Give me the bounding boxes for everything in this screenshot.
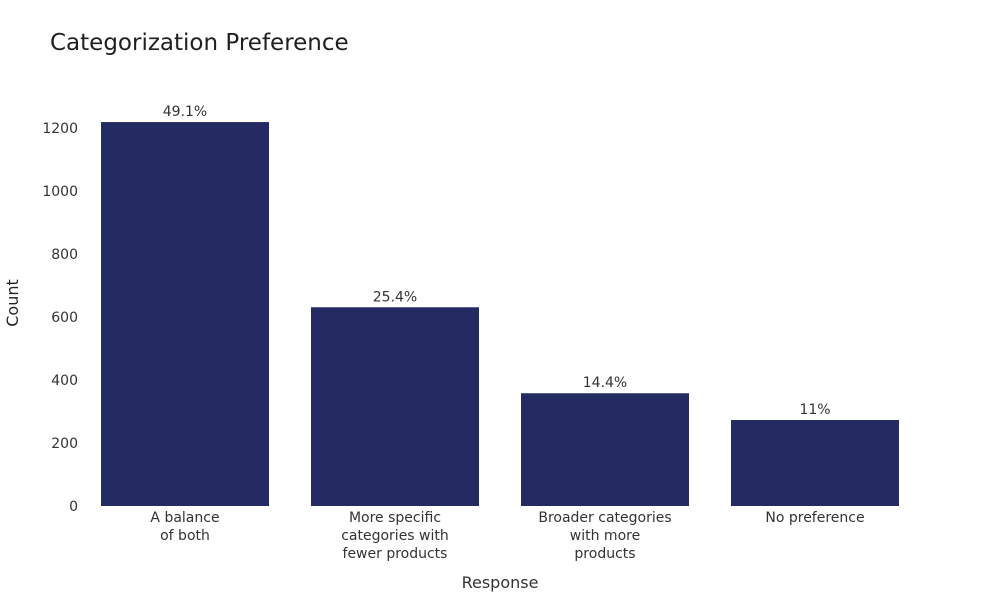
bar — [521, 393, 689, 506]
x-tick-label-line: of both — [160, 528, 210, 544]
chart-title: Categorization Preference — [50, 30, 349, 56]
y-tick-label: 0 — [69, 499, 78, 515]
x-tick-label-line: No preference — [765, 510, 864, 526]
y-axis-ticks: 0 200 400 600 800 1000 1200 — [42, 121, 78, 515]
bar — [101, 122, 269, 507]
y-tick-label: 200 — [51, 436, 78, 452]
bar-value-labels: 49.1% 25.4% 14.4% 11% — [163, 104, 831, 418]
x-tick-label: No preference — [765, 510, 864, 526]
bar — [311, 307, 479, 506]
y-tick-label: 400 — [51, 373, 78, 389]
x-tick-label-line: categories with — [341, 528, 449, 544]
x-tick-label-line: fewer products — [343, 546, 448, 562]
x-tick-label-line: with more — [570, 528, 640, 544]
x-tick-label-line: More specific — [349, 510, 441, 526]
x-tick-label-line: products — [574, 546, 635, 562]
x-axis-ticks: A balance of both More specific categories … — [150, 510, 864, 562]
x-tick-label: More specific categories with fewer produc… — [341, 510, 449, 562]
x-tick-label-line: A balance — [150, 510, 219, 526]
y-axis-title: Count — [3, 279, 22, 327]
x-axis-title: Response — [462, 573, 539, 592]
y-tick-label: 1200 — [42, 121, 78, 137]
bar — [731, 420, 899, 506]
y-tick-label: 600 — [51, 310, 78, 326]
x-tick-label: Broader categories with more products — [538, 510, 671, 562]
y-tick-label: 800 — [51, 247, 78, 263]
y-tick-label: 1000 — [42, 184, 78, 200]
bars — [101, 122, 899, 507]
bar-value-label: 14.4% — [583, 375, 627, 391]
bar-value-label: 49.1% — [163, 104, 207, 120]
bar-value-label: 11% — [799, 402, 830, 418]
bar-value-label: 25.4% — [373, 289, 417, 305]
x-tick-label: A balance of both — [150, 510, 219, 544]
x-tick-label-line: Broader categories — [538, 510, 671, 526]
